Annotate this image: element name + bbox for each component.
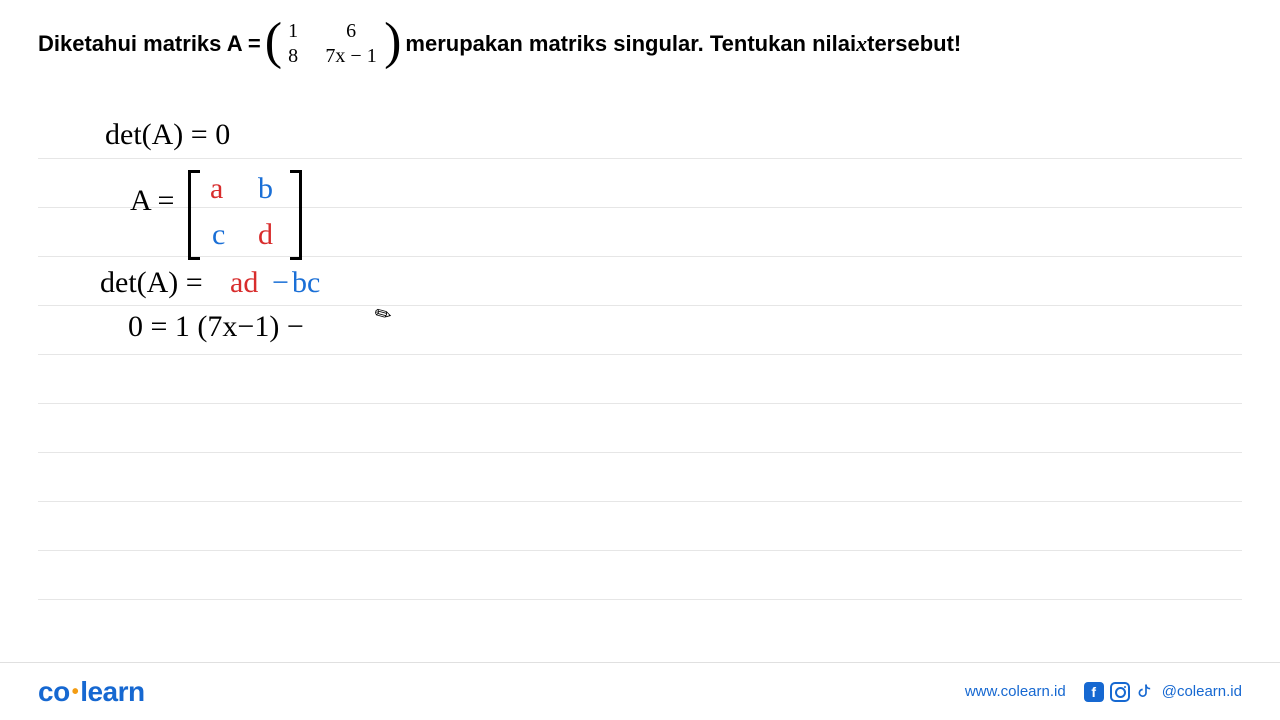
matrix-a21: 8 [284, 45, 302, 68]
problem-post2: tersebut! [867, 31, 961, 57]
facebook-icon: f [1084, 682, 1104, 702]
matrix-body: 1 6 8 7x − 1 [284, 20, 382, 68]
ruled-line [38, 599, 1242, 600]
problem-statement: Diketahui matriks A = ( 1 6 8 7x − 1 ) m… [38, 20, 1260, 68]
hw-line-3-lhs: det(A) = [100, 266, 203, 300]
ruled-line [38, 207, 1242, 208]
hw-line-4: 0 = 1 (7x−1) − [128, 310, 304, 344]
problem-pre: Diketahui matriks A = [38, 31, 261, 57]
footer: co•learn www.colearn.id f @colearn.id [0, 662, 1280, 720]
hw-right-bracket [290, 170, 302, 260]
hw-b: b [258, 172, 273, 206]
matrix-a11: 1 [284, 20, 302, 43]
ruled-line [38, 501, 1242, 502]
left-paren: ( [265, 21, 282, 63]
social-group: f @colearn.id [1084, 682, 1242, 702]
instagram-icon [1110, 682, 1130, 702]
hw-line-1: det(A) = 0 [105, 118, 230, 152]
matrix-a22: 7x − 1 [320, 45, 382, 68]
right-paren: ) [384, 21, 401, 63]
tiktok-icon [1136, 682, 1156, 702]
ruled-line [38, 403, 1242, 404]
hw-ad: ad [230, 266, 258, 300]
ruled-line [38, 158, 1242, 159]
ruled-line [38, 452, 1242, 453]
hw-minus: − [272, 266, 289, 300]
matrix-A: ( 1 6 8 7x − 1 ) [265, 20, 402, 68]
hw-a: a [210, 172, 223, 206]
ruled-line [38, 550, 1242, 551]
hw-left-bracket [188, 170, 200, 260]
brand-logo: co•learn [38, 676, 145, 708]
ruled-line [38, 256, 1242, 257]
hw-line-2-lhs: A = [130, 184, 174, 218]
hw-d: d [258, 218, 273, 252]
ruled-line [38, 354, 1242, 355]
social-handle: @colearn.id [1162, 683, 1242, 700]
brand-co: co [38, 676, 70, 707]
hw-c: c [212, 218, 225, 252]
matrix-a12: 6 [320, 20, 382, 43]
hw-bc: bc [292, 266, 320, 300]
brand-dot-icon: • [72, 681, 79, 703]
problem-post1: merupakan matriks singular. Tentukan nil… [405, 31, 856, 57]
site-url: www.colearn.id [965, 683, 1066, 700]
problem-var: x [856, 31, 867, 57]
brand-learn: learn [80, 676, 144, 707]
ruled-line [38, 305, 1242, 306]
footer-right: www.colearn.id f @colearn.id [965, 682, 1242, 702]
